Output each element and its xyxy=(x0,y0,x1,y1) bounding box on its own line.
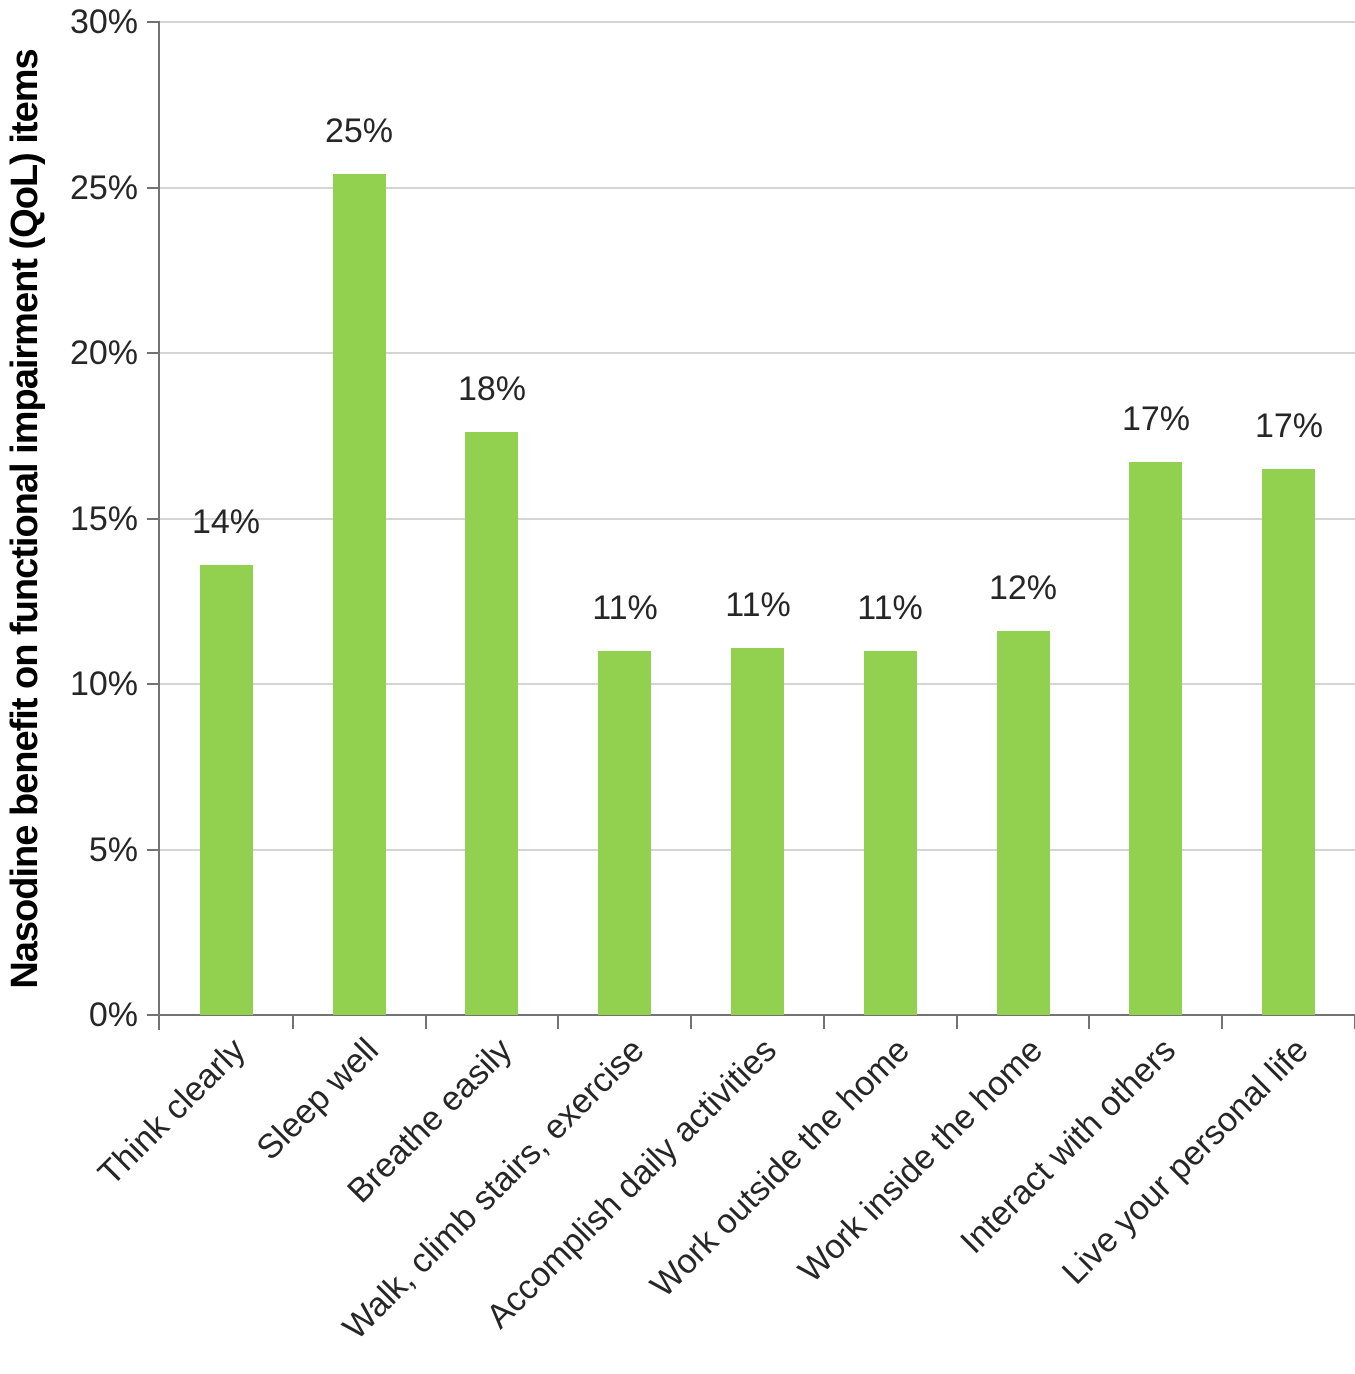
bar xyxy=(333,174,386,1015)
bar xyxy=(200,565,253,1015)
y-tick-label: 10% xyxy=(69,665,138,703)
bar-value-label: 11% xyxy=(857,589,923,627)
bar xyxy=(997,631,1050,1015)
x-category-label: Live your personal life xyxy=(1055,1031,1316,1292)
gridline xyxy=(160,352,1355,354)
y-tick-mark xyxy=(147,1014,160,1016)
y-tick-label: 15% xyxy=(69,500,138,538)
bar xyxy=(1129,462,1182,1015)
y-tick-label: 20% xyxy=(69,334,138,372)
y-tick-label: 25% xyxy=(69,169,138,207)
bar-value-label: 12% xyxy=(988,569,1058,607)
bar-value-label: 11% xyxy=(725,586,791,624)
bar xyxy=(864,651,917,1015)
gridline xyxy=(160,21,1355,23)
x-tick-mark xyxy=(1088,1016,1090,1029)
y-tick-mark xyxy=(147,683,160,685)
bar-value-label: 17% xyxy=(1254,407,1324,445)
y-tick-mark xyxy=(147,352,160,354)
y-tick-label: 30% xyxy=(69,3,138,41)
y-tick-mark xyxy=(147,187,160,189)
y-tick-label: 0% xyxy=(88,996,138,1034)
x-tick-mark xyxy=(956,1016,958,1029)
y-axis-line xyxy=(158,22,160,1030)
y-tick-mark xyxy=(147,518,160,520)
x-category-label: Work inside the home xyxy=(790,1031,1050,1290)
bar-value-label: 25% xyxy=(324,112,394,150)
bar-value-label: 11% xyxy=(592,589,658,627)
x-tick-mark xyxy=(690,1016,692,1029)
y-tick-label: 5% xyxy=(88,831,138,869)
bar xyxy=(1262,469,1315,1015)
x-tick-mark xyxy=(823,1016,825,1029)
y-tick-mark xyxy=(147,21,160,23)
bar-value-label: 17% xyxy=(1121,400,1191,438)
x-category-label: Sleep well xyxy=(249,1031,386,1168)
y-tick-mark xyxy=(147,849,160,851)
bar xyxy=(731,648,784,1015)
x-tick-mark xyxy=(557,1016,559,1029)
x-tick-mark xyxy=(1221,1016,1223,1029)
bar xyxy=(465,432,518,1015)
x-tick-mark xyxy=(425,1016,427,1029)
bar xyxy=(598,651,651,1015)
bar-value-label: 18% xyxy=(457,370,527,408)
gridline xyxy=(160,518,1355,520)
x-tick-mark xyxy=(292,1016,294,1029)
gridline xyxy=(160,187,1355,189)
bar-value-label: 14% xyxy=(191,503,261,541)
x-axis: Think clearly Sleep well Breathe easily Wal… xyxy=(91,1015,1355,1374)
x-category-label: Work outside the home xyxy=(643,1031,917,1305)
x-axis-line xyxy=(160,1014,1355,1016)
